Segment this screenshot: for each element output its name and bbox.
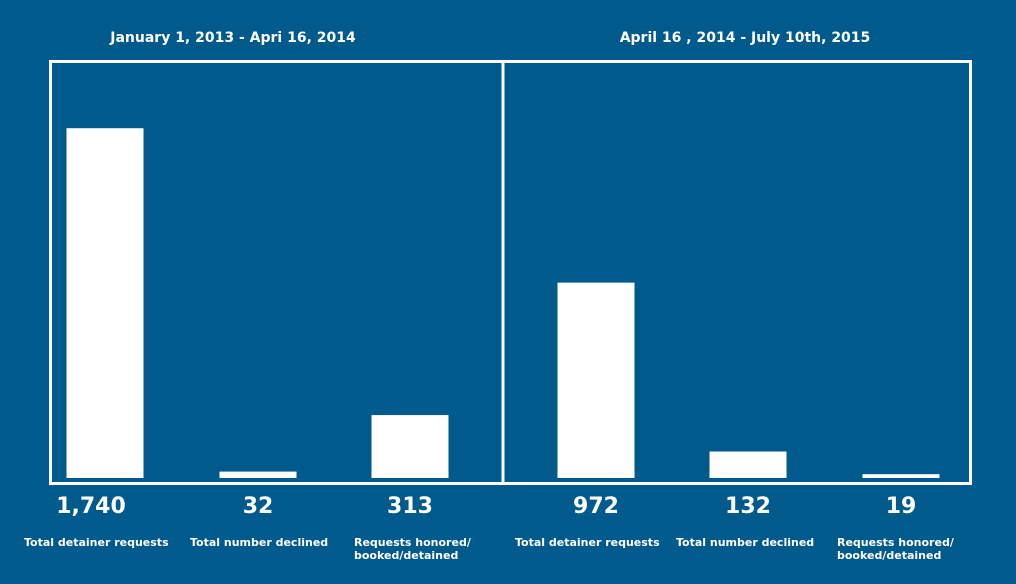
- category-label-line: booked/detained: [354, 549, 458, 562]
- category-label-line: booked/detained: [837, 549, 941, 562]
- category-label: Total detainer requests: [24, 536, 169, 549]
- category-label-line: Requests honored/: [837, 536, 955, 549]
- chart-title: January 1, 2013 - Apri 16, 2014: [109, 30, 356, 46]
- chart-frame: [49, 60, 972, 485]
- category-label: Requests honored/booked/detained: [354, 536, 472, 562]
- category-label-line: Total number declined: [190, 536, 328, 549]
- data-label: 1,740: [56, 494, 126, 519]
- chart-title: April 16 , 2014 - July 10th, 2015: [620, 30, 871, 46]
- category-label: Requests honored/booked/detained: [837, 536, 955, 562]
- data-label: 32: [243, 494, 274, 519]
- bar: [66, 128, 144, 478]
- category-label-line: Total detainer requests: [24, 536, 169, 549]
- category-label-line: Total detainer requests: [515, 536, 660, 549]
- bar: [709, 451, 787, 478]
- data-label: 132: [725, 494, 771, 519]
- bar: [557, 282, 635, 478]
- chart-layer: January 1, 2013 - Apri 16, 2014 1,740 Tota…: [24, 30, 955, 562]
- bar: [862, 474, 940, 478]
- data-label: 19: [886, 494, 917, 519]
- category-label: Total number declined: [190, 536, 328, 549]
- category-label: Total detainer requests: [515, 536, 660, 549]
- chart-panel-1: January 1, 2013 - Apri 16, 2014 1,740 Tota…: [24, 30, 472, 562]
- category-label: Total number declined: [676, 536, 814, 549]
- data-label: 313: [387, 494, 433, 519]
- category-label-line: Total number declined: [676, 536, 814, 549]
- chart-panel-2: April 16 , 2014 - July 10th, 2015 972 Tota…: [515, 30, 955, 562]
- data-label: 972: [573, 494, 619, 519]
- bar: [219, 471, 297, 478]
- category-label-line: Requests honored/: [354, 536, 472, 549]
- bar: [371, 415, 449, 478]
